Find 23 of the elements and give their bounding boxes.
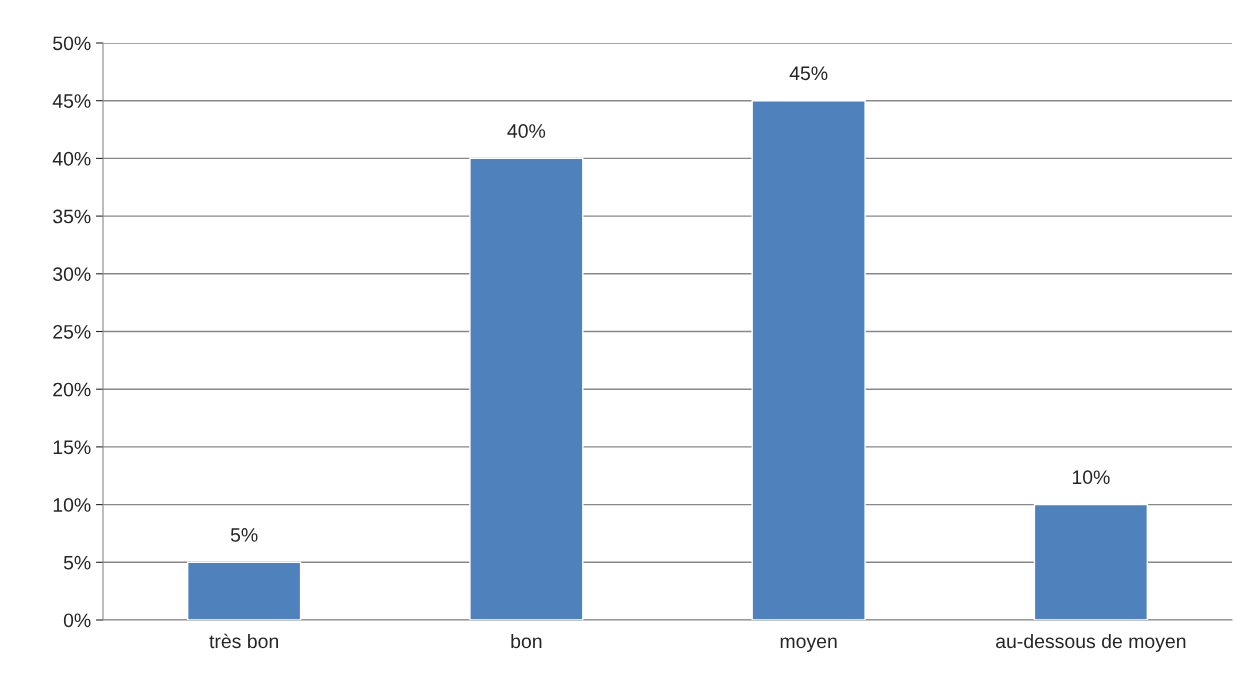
data-label: 40% xyxy=(507,124,546,138)
data-label: 45% xyxy=(789,66,828,81)
y-tick-label: 15% xyxy=(53,440,91,455)
y-tick-label: 40% xyxy=(52,151,91,166)
bar xyxy=(186,561,302,620)
bar xyxy=(751,100,866,620)
y-tick-label: 5% xyxy=(63,555,91,570)
y-tick-label: 45% xyxy=(52,94,91,108)
data-label: 10% xyxy=(1072,470,1110,485)
x-tick-label: moyen xyxy=(780,637,837,653)
x-tick-label: très bon xyxy=(209,633,278,649)
x-tick-label: au-dessous de moyen xyxy=(996,633,1186,653)
bar xyxy=(1033,503,1149,620)
y-tick-label: 30% xyxy=(53,267,91,282)
data-label: 5% xyxy=(230,528,258,542)
y-tick-label: 35% xyxy=(53,209,91,224)
y-tick-label: 50% xyxy=(53,36,91,51)
y-tick-label: 0% xyxy=(63,613,91,628)
y-tick-label: 25% xyxy=(53,324,91,339)
y-tick-label: 10% xyxy=(53,498,91,512)
x-tick-label: bon xyxy=(511,633,542,649)
bar xyxy=(469,157,584,620)
y-tick-label: 20% xyxy=(53,382,91,397)
